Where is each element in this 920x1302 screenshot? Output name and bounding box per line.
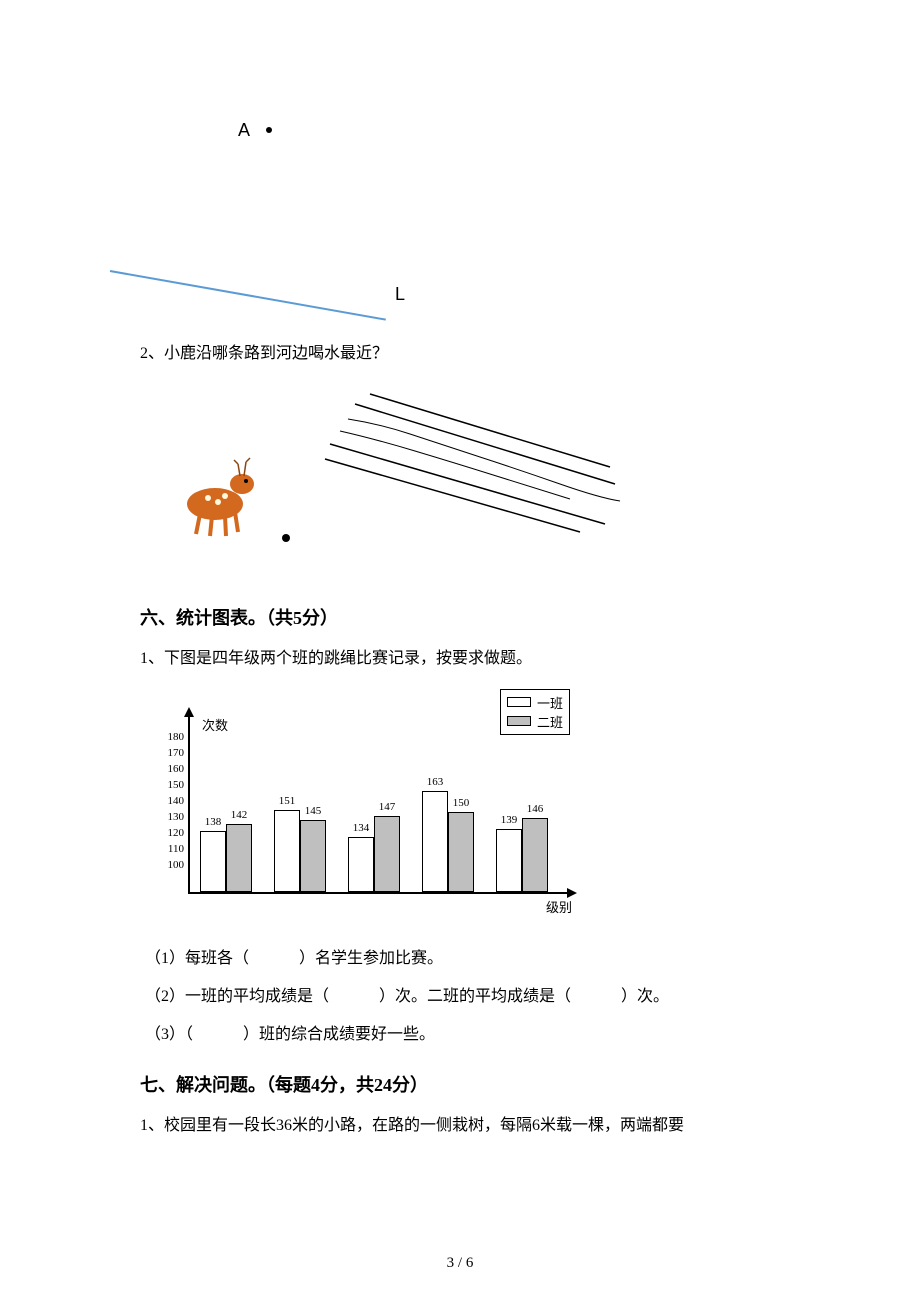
y-tick: 140 bbox=[160, 793, 184, 809]
bar-value-label: 163 bbox=[427, 776, 444, 788]
sub3-text-b: ）班的综合成绩要好一些。 bbox=[243, 1026, 435, 1043]
chart-legend: 一班 二班 bbox=[500, 689, 570, 735]
y-tick: 180 bbox=[160, 729, 184, 745]
bar-group: 134147 bbox=[348, 791, 400, 892]
legend-label-class2: 二班 bbox=[537, 712, 563, 731]
line-l-label: L bbox=[395, 284, 405, 305]
deer-icon bbox=[170, 434, 280, 544]
deer-point-dot bbox=[282, 534, 290, 542]
section-7-q1: 1、校园里有一段长36米的小路，在路的一侧栽树，每隔6米载一棵，两端都要 bbox=[140, 1112, 780, 1141]
bar-group: 138142 bbox=[200, 791, 252, 892]
bar-group: 163150 bbox=[422, 791, 474, 892]
sub2-text-a: （2）一班的平均成绩是（ bbox=[145, 988, 329, 1005]
bar-value-label: 151 bbox=[279, 795, 296, 807]
bar-value-label: 150 bbox=[453, 797, 470, 809]
y-tick-labels: 180170160150140130120110100 bbox=[160, 729, 184, 873]
y-tick: 110 bbox=[160, 841, 184, 857]
river-lines bbox=[320, 389, 630, 534]
diagram-point-line: A L bbox=[140, 100, 780, 300]
bar-value-label: 146 bbox=[527, 803, 544, 815]
legend-box-class1 bbox=[507, 697, 531, 707]
sub3-text-a: （3）（ bbox=[145, 1026, 193, 1043]
section-6-title: 六、统计图表。（共5分） bbox=[140, 604, 780, 630]
bar-group: 151145 bbox=[274, 791, 326, 892]
legend-box-class2 bbox=[507, 716, 531, 726]
bar-value-label: 139 bbox=[501, 814, 518, 826]
line-l bbox=[110, 270, 386, 321]
bar-group: 139146 bbox=[496, 791, 548, 892]
sub2-text-c: ）次。 bbox=[621, 988, 669, 1005]
bar-class2: 146 bbox=[522, 818, 548, 892]
point-a-dot bbox=[266, 127, 272, 133]
bar-value-label: 145 bbox=[305, 805, 322, 817]
y-tick: 150 bbox=[160, 777, 184, 793]
bar-value-label: 134 bbox=[353, 822, 370, 834]
legend-label-class1: 一班 bbox=[537, 693, 563, 712]
bar-value-label: 142 bbox=[231, 809, 248, 821]
sub1-text-b: ）名学生参加比赛。 bbox=[299, 950, 443, 967]
y-tick: 170 bbox=[160, 745, 184, 761]
sub2-text-b: ）次。二班的平均成绩是（ bbox=[379, 988, 571, 1005]
bar-class2: 150 bbox=[448, 812, 474, 892]
diagram-deer-river bbox=[140, 384, 780, 564]
page-number: 3 / 6 bbox=[447, 1255, 474, 1272]
y-tick: 100 bbox=[160, 857, 184, 873]
bar-class1: 163 bbox=[422, 791, 448, 892]
sub-question-2: （2）一班的平均成绩是（ ）次。二班的平均成绩是（ ）次。 bbox=[145, 982, 780, 1012]
bar-class1: 151 bbox=[274, 810, 300, 892]
x-axis bbox=[188, 892, 570, 894]
y-tick: 130 bbox=[160, 809, 184, 825]
bar-value-label: 147 bbox=[379, 801, 396, 813]
sub-question-3: （3）（ ）班的综合成绩要好一些。 bbox=[145, 1020, 780, 1050]
bar-value-label: 138 bbox=[205, 816, 222, 828]
y-axis-label: 次数 bbox=[202, 715, 228, 734]
x-axis-label: 级别 bbox=[546, 897, 572, 916]
bar-class1: 134 bbox=[348, 837, 374, 891]
sub-question-1: （1）每班各（ ）名学生参加比赛。 bbox=[145, 944, 780, 974]
y-tick: 120 bbox=[160, 825, 184, 841]
sub1-text-a: （1）每班各（ bbox=[145, 950, 249, 967]
bar-chart: 一班 二班 次数 级别 180170160150140130120110100 … bbox=[160, 689, 580, 924]
bar-class2: 147 bbox=[374, 816, 400, 891]
bar-class1: 138 bbox=[200, 831, 226, 892]
bar-class2: 142 bbox=[226, 824, 252, 891]
bar-class1: 139 bbox=[496, 829, 522, 891]
section-6-q1: 1、下图是四年级两个班的跳绳比赛记录，按要求做题。 bbox=[140, 645, 780, 674]
bar-groups: 138142151145134147163150139146 bbox=[200, 791, 548, 892]
question-2-text: 2、小鹿沿哪条路到河边喝水最近？ bbox=[140, 340, 780, 369]
section-7-title: 七、解决问题。（每题4分，共24分） bbox=[140, 1071, 780, 1097]
y-axis bbox=[188, 714, 190, 894]
bar-class2: 145 bbox=[300, 820, 326, 892]
y-tick: 160 bbox=[160, 761, 184, 777]
point-a-label: A bbox=[238, 120, 250, 141]
